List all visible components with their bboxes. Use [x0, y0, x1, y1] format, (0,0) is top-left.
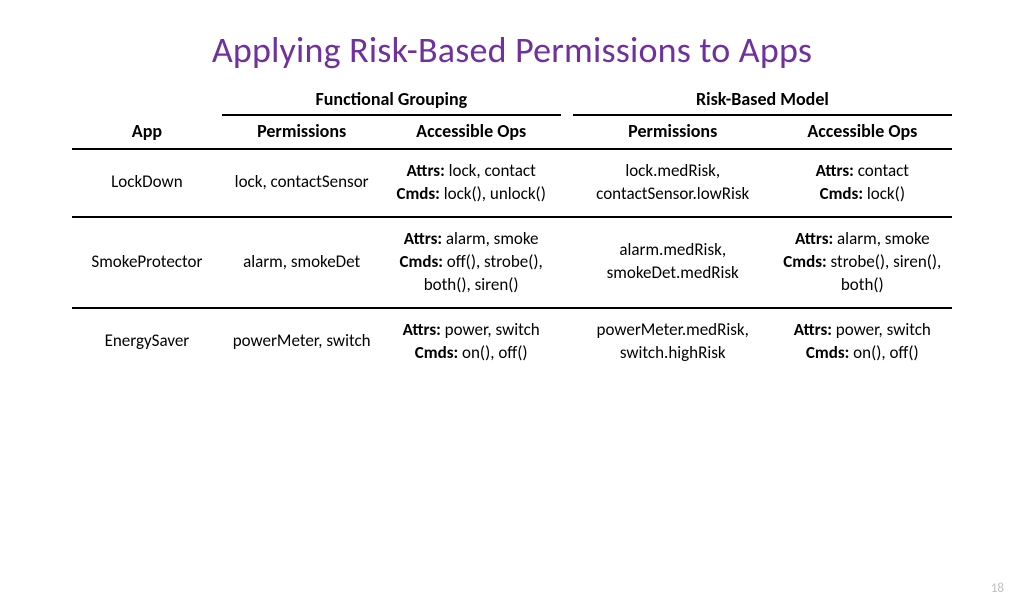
fg-attrs-value: alarm, smoke: [446, 228, 539, 249]
col-fg-ops: Accessible Ops: [381, 115, 560, 149]
column-header-row: App Permissions Accessible Ops Permissio…: [72, 115, 952, 149]
rb-cmds-value: lock(): [867, 183, 905, 204]
fg-attrs-value: lock, contact: [449, 160, 536, 181]
fg-cmds-value: on(), off(): [462, 342, 528, 363]
attrs-label: Attrs:: [795, 228, 833, 249]
slide-title: Applying Risk-Based Permissions to Apps: [0, 28, 1024, 72]
cell-app: LockDown: [72, 149, 222, 217]
rb-attrs-value: power, switch: [836, 319, 931, 340]
attrs-label: Attrs:: [404, 228, 442, 249]
cell-app: EnergySaver: [72, 308, 222, 375]
cell-rb-permissions: powerMeter.medRisk, switch.highRisk: [573, 308, 773, 375]
cell-rb-permissions: alarm.medRisk, smokeDet.medRisk: [573, 217, 773, 308]
cell-app: SmokeProtector: [72, 217, 222, 308]
cell-fg-ops: Attrs: power, switch Cmds: on(), off(): [381, 308, 560, 375]
cmds-label: Cmds:: [415, 342, 458, 363]
cell-fg-ops: Attrs: alarm, smoke Cmds: off(), strobe(…: [381, 217, 560, 308]
cell-fg-ops: Attrs: lock, contact Cmds: lock(), unloc…: [381, 149, 560, 217]
attrs-label: Attrs:: [403, 319, 441, 340]
col-fg-permissions: Permissions: [222, 115, 382, 149]
cell-fg-permissions: alarm, smokeDet: [222, 217, 382, 308]
cell-rb-ops: Attrs: contact Cmds: lock(): [773, 149, 952, 217]
cmds-label: Cmds:: [400, 251, 443, 272]
cmds-label: Cmds:: [820, 183, 863, 204]
rb-attrs-value: contact: [858, 160, 909, 181]
group-header-riskbased: Risk-Based Model: [573, 84, 952, 115]
attrs-label: Attrs:: [816, 160, 854, 181]
fg-cmds-value: lock(), unlock(): [444, 183, 546, 204]
page-number: 18: [991, 581, 1004, 596]
table-row: SmokeProtector alarm, smokeDet Attrs: al…: [72, 217, 952, 308]
rb-cmds-value: on(), off(): [853, 342, 919, 363]
col-app: App: [72, 115, 222, 149]
cmds-label: Cmds:: [783, 251, 826, 272]
table-row: EnergySaver powerMeter, switch Attrs: po…: [72, 308, 952, 375]
col-rb-permissions: Permissions: [573, 115, 773, 149]
rb-cmds-value: strobe(), siren(), both(): [831, 251, 942, 295]
group-header-row: Functional Grouping Risk-Based Model: [72, 84, 952, 115]
fg-attrs-value: power, switch: [445, 319, 540, 340]
cell-rb-permissions: lock.medRisk, contactSensor.lowRisk: [573, 149, 773, 217]
cell-fg-permissions: lock, contactSensor: [222, 149, 382, 217]
cell-rb-ops: Attrs: alarm, smoke Cmds: strobe(), sire…: [773, 217, 952, 308]
permissions-table: Functional Grouping Risk-Based Model App…: [72, 84, 952, 375]
cmds-label: Cmds:: [396, 183, 439, 204]
cmds-label: Cmds:: [806, 342, 849, 363]
table-row: LockDown lock, contactSensor Attrs: lock…: [72, 149, 952, 217]
cell-rb-ops: Attrs: power, switch Cmds: on(), off(): [773, 308, 952, 375]
rb-attrs-value: alarm, smoke: [837, 228, 930, 249]
cell-fg-permissions: powerMeter, switch: [222, 308, 382, 375]
attrs-label: Attrs:: [794, 319, 832, 340]
group-header-functional: Functional Grouping: [222, 84, 561, 115]
attrs-label: Attrs:: [407, 160, 445, 181]
col-rb-ops: Accessible Ops: [773, 115, 952, 149]
